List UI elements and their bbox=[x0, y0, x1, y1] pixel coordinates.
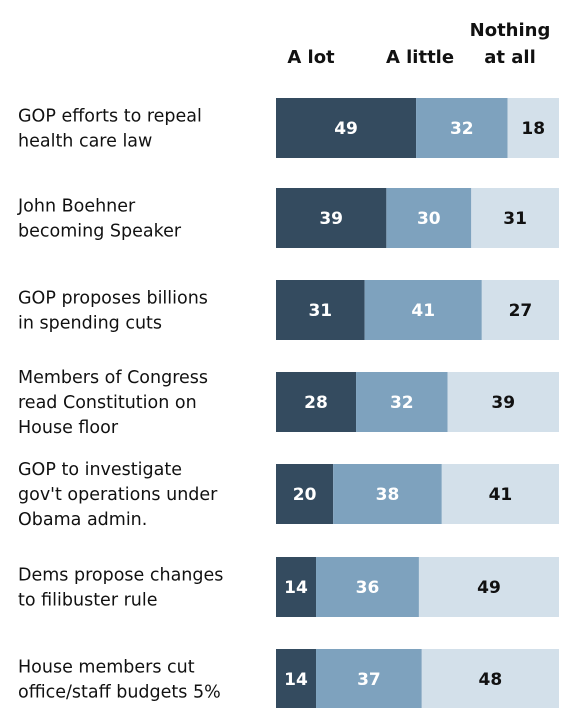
bar-segment-a-little bbox=[386, 188, 472, 248]
data-label: 18 bbox=[521, 119, 545, 139]
category-label: GOP efforts to repeal health care law bbox=[18, 107, 202, 152]
bar-row: Dems propose changes to filibuster rule 14… bbox=[18, 557, 559, 617]
bar-segment-a-little bbox=[316, 557, 419, 617]
data-label: 48 bbox=[479, 670, 503, 690]
bar-segment-nothing-at-all bbox=[471, 188, 559, 248]
bar-segment-a-lot bbox=[276, 372, 357, 432]
bar-segment-a-little bbox=[364, 280, 482, 340]
data-label: 30 bbox=[417, 209, 441, 229]
bar-segment-nothing-at-all bbox=[447, 372, 559, 432]
bar-segment-nothing-at-all bbox=[418, 557, 559, 617]
data-label: 38 bbox=[376, 485, 400, 505]
category-label: Dems propose changes to filibuster rule bbox=[18, 566, 223, 611]
data-label: 14 bbox=[284, 670, 308, 690]
data-label: 36 bbox=[356, 578, 380, 598]
bar-segment-a-lot bbox=[276, 98, 417, 158]
data-label: 49 bbox=[477, 578, 501, 598]
bar-segment-a-little bbox=[416, 98, 508, 158]
category-label: GOP to investigate gov't operations under… bbox=[18, 460, 218, 530]
bar-segment-a-lot bbox=[276, 557, 317, 617]
bar-segment-nothing-at-all bbox=[421, 649, 559, 708]
chart-rows: GOP efforts to repeal health care law 49 32… bbox=[17, 98, 559, 708]
data-label: 37 bbox=[357, 670, 381, 690]
bar-segment-nothing-at-all bbox=[507, 98, 559, 158]
data-label: 31 bbox=[503, 209, 527, 229]
legend-nothing-at-all: Nothing at all bbox=[470, 20, 551, 68]
data-label: 39 bbox=[319, 209, 343, 229]
category-label: House members cut office/staff budgets 5% bbox=[18, 658, 221, 703]
data-label: 31 bbox=[308, 301, 332, 321]
bar-segment-a-little bbox=[316, 649, 422, 708]
bar-segment-a-little bbox=[333, 464, 442, 524]
data-label: 32 bbox=[450, 119, 474, 139]
bar-segment-nothing-at-all bbox=[441, 464, 559, 524]
data-label: 32 bbox=[390, 393, 414, 413]
data-label: 39 bbox=[491, 393, 515, 413]
data-label: 20 bbox=[293, 485, 317, 505]
data-label: 41 bbox=[489, 485, 513, 505]
bar-segment-a-lot bbox=[276, 464, 334, 524]
bar-segment-a-little bbox=[356, 372, 448, 432]
category-label: GOP proposes billions in spending cuts bbox=[18, 289, 208, 334]
data-label: 41 bbox=[411, 301, 435, 321]
bar-segment-a-lot bbox=[276, 188, 387, 248]
data-label: 27 bbox=[509, 301, 533, 321]
legend: A lot A little Nothing at all bbox=[287, 20, 550, 68]
bar-row: GOP efforts to repeal health care law 49 32… bbox=[18, 98, 559, 158]
category-label: John Boehner becoming Speaker bbox=[17, 197, 182, 242]
data-label: 49 bbox=[334, 119, 358, 139]
category-label: Members of Congress read Constitution on H… bbox=[18, 368, 208, 438]
bar-row: GOP to investigate gov't operations under… bbox=[18, 460, 559, 530]
bar-row: John Boehner becoming Speaker 39 30 31 bbox=[17, 188, 559, 248]
bar-row: House members cut office/staff budgets 5%… bbox=[18, 649, 559, 708]
legend-a-lot: A lot bbox=[287, 47, 335, 68]
data-label: 28 bbox=[304, 393, 328, 413]
bar-row: GOP proposes billions in spending cuts 31 4… bbox=[18, 280, 559, 340]
legend-a-little: A little bbox=[386, 47, 454, 68]
data-label: 14 bbox=[284, 578, 308, 598]
bar-segment-nothing-at-all bbox=[481, 280, 559, 340]
bar-row: Members of Congress read Constitution on H… bbox=[18, 368, 559, 438]
bar-segment-a-lot bbox=[276, 649, 317, 708]
bar-segment-a-lot bbox=[276, 280, 365, 340]
